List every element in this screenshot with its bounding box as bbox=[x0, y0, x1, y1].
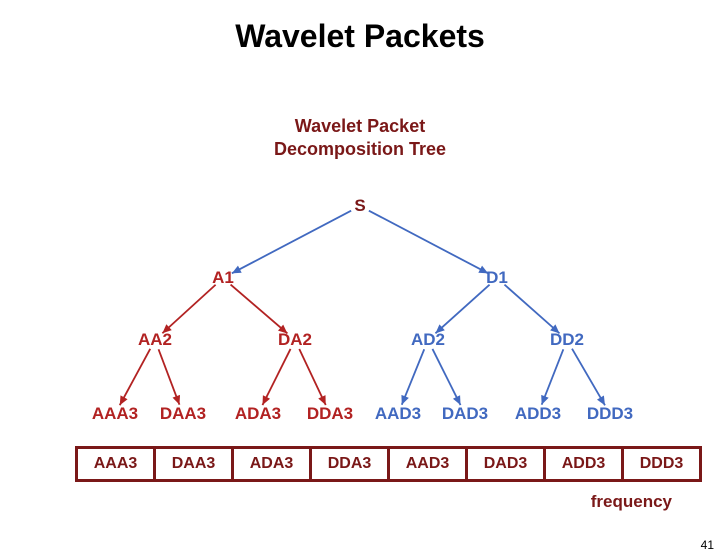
table-cell-6: ADD3 bbox=[545, 448, 623, 481]
frequency-table: AAA3DAA3ADA3DDA3AAD3DAD3ADD3DDD3 bbox=[75, 446, 702, 482]
subtitle: Wavelet Packet Decomposition Tree bbox=[0, 115, 720, 160]
subtitle-line2: Decomposition Tree bbox=[274, 139, 446, 159]
node-add3: ADD3 bbox=[515, 404, 561, 424]
node-daa3: DAA3 bbox=[160, 404, 206, 424]
table-cell-5: DAD3 bbox=[467, 448, 545, 481]
table-cell-3: DDA3 bbox=[311, 448, 389, 481]
page-title: Wavelet Packets bbox=[0, 18, 720, 55]
frequency-label: frequency bbox=[591, 492, 672, 512]
node-ad2: AD2 bbox=[411, 330, 445, 350]
node-aaa3: AAA3 bbox=[92, 404, 138, 424]
table-row: AAA3DAA3ADA3DDA3AAD3DAD3ADD3DDD3 bbox=[77, 448, 701, 481]
subtitle-line1: Wavelet Packet bbox=[295, 116, 425, 136]
table-cell-2: ADA3 bbox=[233, 448, 311, 481]
node-ddd3: DDD3 bbox=[587, 404, 633, 424]
table-cell-0: AAA3 bbox=[77, 448, 155, 481]
node-dad3: DAD3 bbox=[442, 404, 488, 424]
page-number: 41 bbox=[701, 538, 714, 552]
node-root: S bbox=[354, 196, 365, 216]
node-a1: A1 bbox=[212, 268, 234, 288]
table-cell-1: DAA3 bbox=[155, 448, 233, 481]
node-dda3: DDA3 bbox=[307, 404, 353, 424]
node-aad3: AAD3 bbox=[375, 404, 421, 424]
node-ada3: ADA3 bbox=[235, 404, 281, 424]
node-aa2: AA2 bbox=[138, 330, 172, 350]
node-d1: D1 bbox=[486, 268, 508, 288]
table-cell-7: DDD3 bbox=[623, 448, 701, 481]
node-da2: DA2 bbox=[278, 330, 312, 350]
node-dd2: DD2 bbox=[550, 330, 584, 350]
table-cell-4: AAD3 bbox=[389, 448, 467, 481]
